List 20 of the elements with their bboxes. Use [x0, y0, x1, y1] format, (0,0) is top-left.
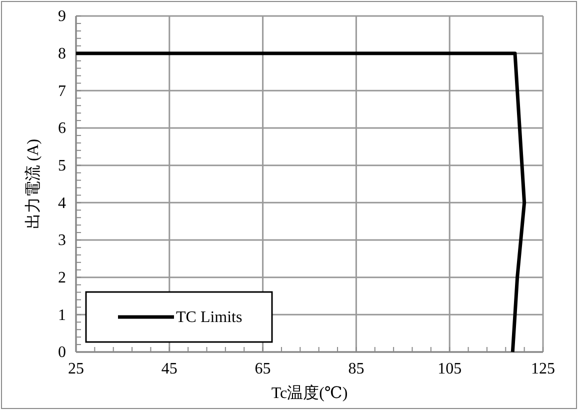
y-tick-label: 3 — [58, 232, 66, 250]
x-tick-label: 125 — [531, 360, 555, 378]
legend-label: TC Limits — [176, 309, 242, 326]
y-tick-label: 6 — [58, 120, 66, 138]
x-axis-title: Tc温度(℃) — [271, 384, 348, 402]
y-tick-label: 7 — [58, 82, 66, 100]
y-tick-label: 5 — [58, 157, 66, 174]
y-axis-title: 出力電流 (A) — [24, 138, 42, 230]
x-tick-label: 85 — [348, 360, 364, 378]
y-tick-label: 8 — [58, 45, 66, 62]
y-tick-label: 1 — [58, 306, 66, 324]
x-tick-label: 65 — [254, 360, 271, 378]
x-tick-label: 105 — [438, 360, 462, 378]
y-tick-label: 0 — [58, 344, 66, 362]
line-series — [74, 52, 526, 354]
y-tick-label: 2 — [58, 269, 66, 286]
x-tick-label: 45 — [161, 360, 178, 378]
y-tick-label: 9 — [58, 8, 66, 26]
y-tick-label: 4 — [58, 194, 66, 212]
x-tick-label: 25 — [68, 360, 84, 378]
